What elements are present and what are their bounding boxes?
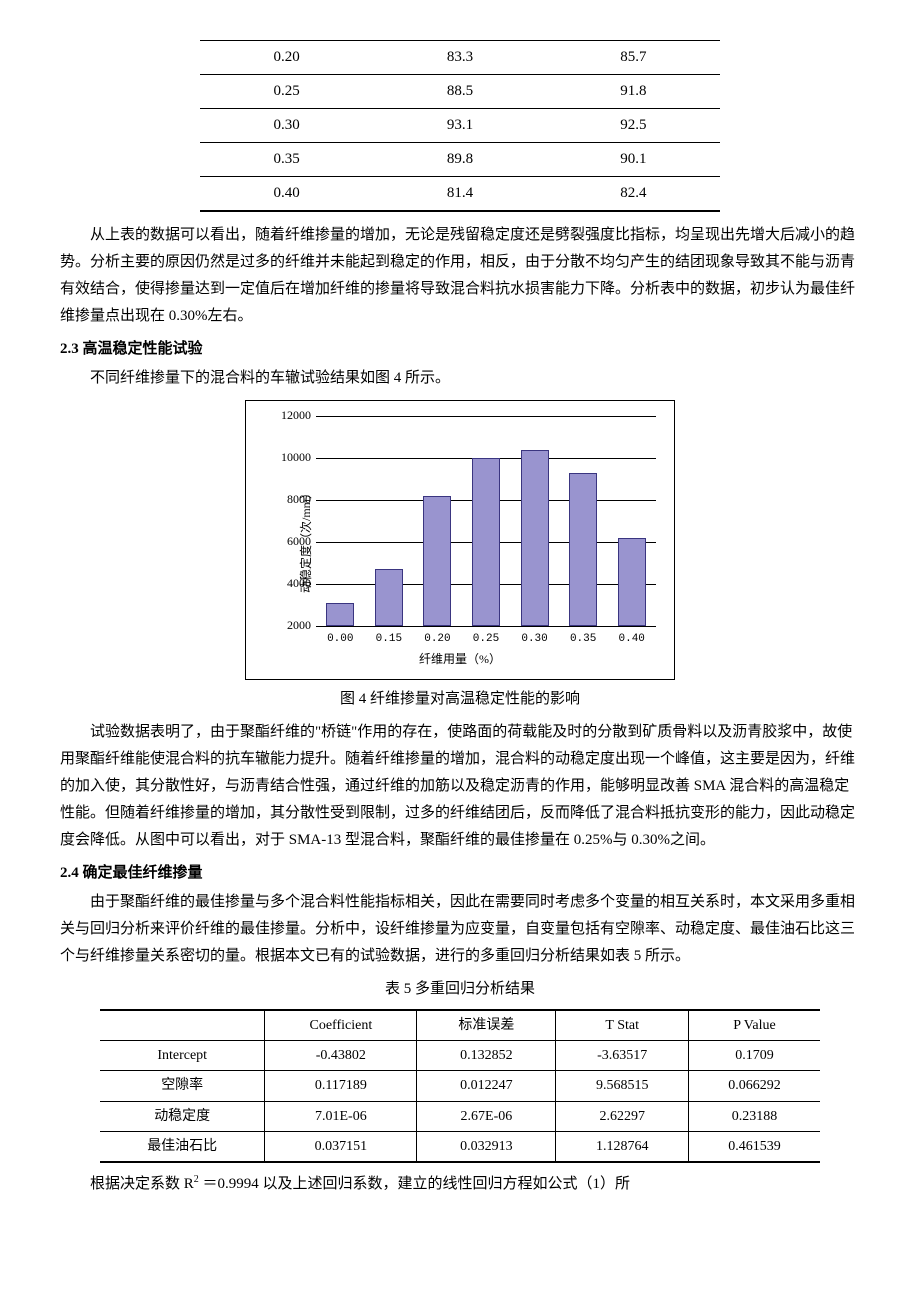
t5-c: 最佳油石比 — [100, 1131, 265, 1162]
t5-h: Coefficient — [265, 1010, 417, 1041]
ytick-label: 6000 — [266, 531, 311, 553]
xtick-label: 0.40 — [619, 630, 645, 650]
t5-c: 0.23188 — [688, 1101, 820, 1131]
paragraph-3: 试验数据表明了，由于聚酯纤维的"桥链"作用的存在，使路面的荷载能及时的分散到矿质… — [60, 719, 860, 854]
xtick-label: 0.30 — [521, 630, 547, 650]
t1-c: 83.3 — [373, 41, 546, 75]
table-5-caption: 表 5 多重回归分析结果 — [60, 976, 860, 1003]
ytick-label: 12000 — [266, 405, 311, 427]
t5-c: 9.568515 — [556, 1071, 688, 1101]
t5-c: 空隙率 — [100, 1071, 265, 1101]
para5-prefix: 根据决定系数 R — [90, 1176, 194, 1192]
gridline — [316, 626, 656, 627]
t5-c: -0.43802 — [265, 1041, 417, 1071]
t1-c: 0.20 — [200, 41, 373, 75]
t5-h: P Value — [688, 1010, 820, 1041]
t1-c: 91.8 — [547, 75, 720, 109]
t5-c: 0.012247 — [417, 1071, 556, 1101]
t5-h: T Stat — [556, 1010, 688, 1041]
t5-c: 0.132852 — [417, 1041, 556, 1071]
heading-2-4: 2.4 确定最佳纤维掺量 — [60, 860, 860, 887]
t5-h: 标准误差 — [417, 1010, 556, 1041]
t1-c: 88.5 — [373, 75, 546, 109]
t1-c: 93.1 — [373, 109, 546, 143]
ytick-label: 8000 — [266, 489, 311, 511]
data-table-1: 0.2083.385.7 0.2588.591.8 0.3093.192.5 0… — [200, 40, 720, 212]
bar — [423, 496, 451, 626]
t1-c: 81.4 — [373, 177, 546, 212]
bar — [472, 458, 500, 626]
figure-4-caption: 图 4 纤维掺量对高温稳定性能的影响 — [60, 686, 860, 713]
t5-c: 2.62297 — [556, 1101, 688, 1131]
bar — [569, 473, 597, 626]
para5-suffix: ＝0.9994 以及上述回归系数，建立的线性回归方程如公式（1）所 — [199, 1176, 630, 1192]
t5-c: 0.1709 — [688, 1041, 820, 1071]
ytick-label: 4000 — [266, 573, 311, 595]
t1-c: 89.8 — [373, 143, 546, 177]
t1-c: 92.5 — [547, 109, 720, 143]
t5-c: 0.117189 — [265, 1071, 417, 1101]
ytick-label: 10000 — [266, 447, 311, 469]
t5-c: 7.01E-06 — [265, 1101, 417, 1131]
t5-c: 0.032913 — [417, 1131, 556, 1162]
xtick-label: 0.15 — [376, 630, 402, 650]
xtick-label: 0.20 — [424, 630, 450, 650]
chart-plot-area: 200040006000800010000120000.000.150.200.… — [316, 416, 656, 626]
bar — [521, 450, 549, 626]
t5-c: 0.066292 — [688, 1071, 820, 1101]
xtick-label: 0.25 — [473, 630, 499, 650]
t5-c: 2.67E-06 — [417, 1101, 556, 1131]
t5-c: -3.63517 — [556, 1041, 688, 1071]
bar — [375, 569, 403, 626]
regression-table: Coefficient 标准误差 T Stat P Value Intercep… — [100, 1009, 820, 1163]
t1-c: 82.4 — [547, 177, 720, 212]
figure-4-chart: 动稳定度（次/mm） 200040006000800010000120000.0… — [245, 400, 675, 680]
t5-c: 0.037151 — [265, 1131, 417, 1162]
bar — [618, 538, 646, 626]
xtick-label: 0.35 — [570, 630, 596, 650]
chart-xlabel: 纤维用量（%） — [419, 649, 501, 671]
t5-c: Intercept — [100, 1041, 265, 1071]
t5-c: 1.128764 — [556, 1131, 688, 1162]
t1-c: 0.25 — [200, 75, 373, 109]
t5-c: 0.461539 — [688, 1131, 820, 1162]
t1-c: 0.40 — [200, 177, 373, 212]
t5-c: 动稳定度 — [100, 1101, 265, 1131]
bar — [326, 603, 354, 626]
t1-c: 90.1 — [547, 143, 720, 177]
gridline — [316, 416, 656, 417]
t1-c: 85.7 — [547, 41, 720, 75]
paragraph-5: 根据决定系数 R2 ＝0.9994 以及上述回归系数，建立的线性回归方程如公式（… — [60, 1171, 860, 1198]
t1-c: 0.35 — [200, 143, 373, 177]
xtick-label: 0.00 — [327, 630, 353, 650]
t5-h — [100, 1010, 265, 1041]
paragraph-1: 从上表的数据可以看出，随着纤维掺量的增加，无论是残留稳定度还是劈裂强度比指标，均… — [60, 222, 860, 330]
paragraph-2: 不同纤维掺量下的混合料的车辙试验结果如图 4 所示。 — [60, 365, 860, 392]
t1-c: 0.30 — [200, 109, 373, 143]
ytick-label: 2000 — [266, 615, 311, 637]
heading-2-3: 2.3 高温稳定性能试验 — [60, 336, 860, 363]
paragraph-4: 由于聚酯纤维的最佳掺量与多个混合料性能指标相关，因此在需要同时考虑多个变量的相互… — [60, 889, 860, 970]
